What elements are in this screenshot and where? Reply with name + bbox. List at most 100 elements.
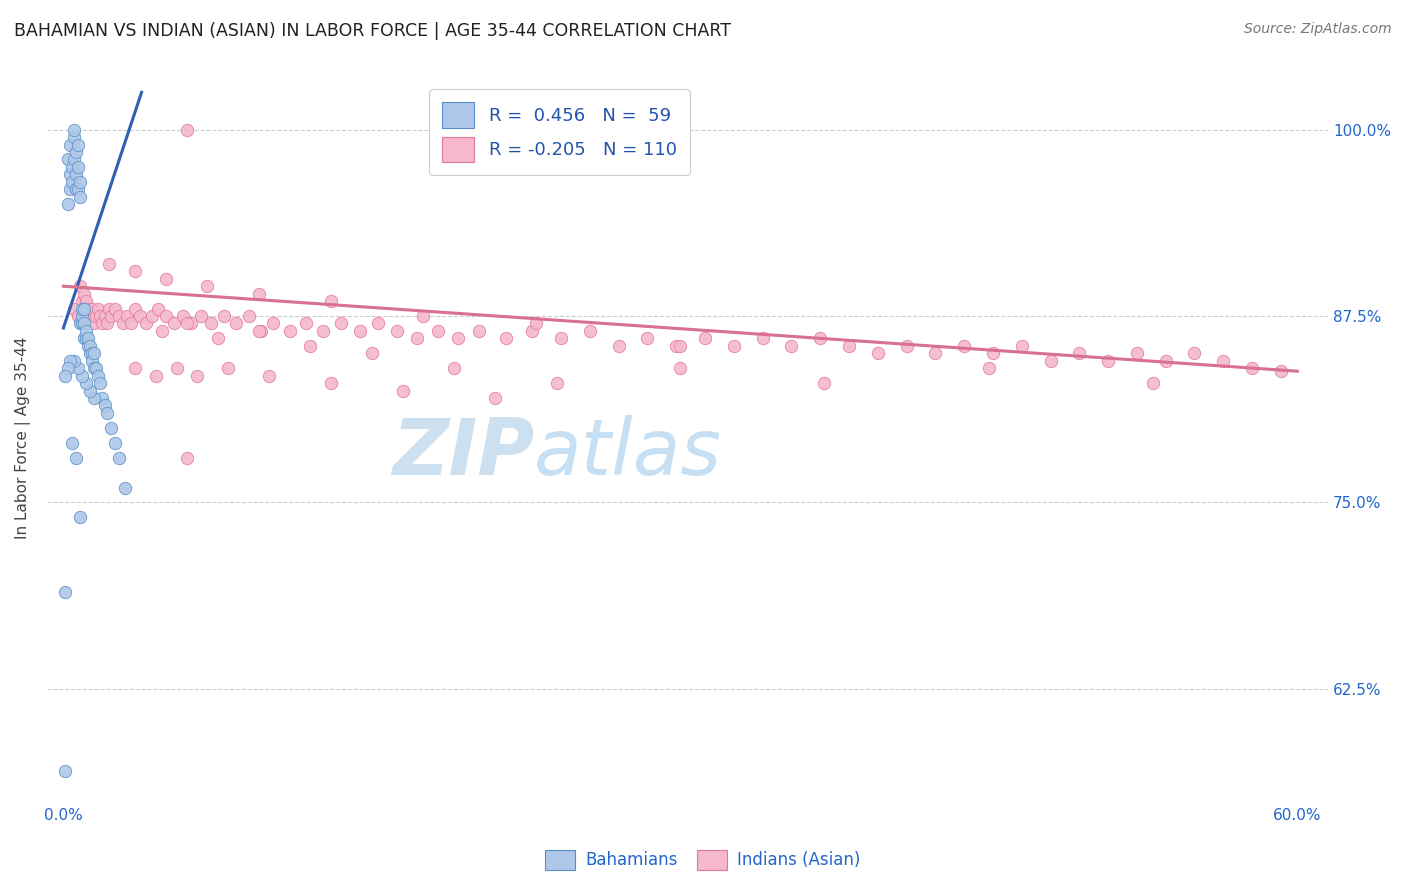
Point xyxy=(65,145,87,159)
Point xyxy=(73,301,96,316)
Point xyxy=(172,309,194,323)
Point xyxy=(108,450,131,465)
Point xyxy=(155,309,177,323)
Point xyxy=(247,324,270,338)
Point xyxy=(56,361,79,376)
Point xyxy=(200,317,222,331)
Point xyxy=(319,376,342,391)
Point xyxy=(468,324,491,338)
Point xyxy=(75,294,97,309)
Point xyxy=(75,331,97,345)
Point xyxy=(150,324,173,338)
Point xyxy=(82,301,104,316)
Point xyxy=(70,317,93,331)
Point xyxy=(69,279,91,293)
Point xyxy=(579,324,602,338)
Point xyxy=(262,317,284,331)
Point xyxy=(93,399,115,413)
Point xyxy=(87,301,110,316)
Point xyxy=(82,346,104,360)
Point xyxy=(665,339,688,353)
Point xyxy=(212,309,235,323)
Point xyxy=(526,317,548,331)
Point xyxy=(391,384,413,398)
Point xyxy=(1154,353,1177,368)
Point xyxy=(79,384,101,398)
Point xyxy=(62,353,84,368)
Point xyxy=(58,167,80,181)
Point xyxy=(607,339,630,353)
Point xyxy=(238,309,260,323)
Point xyxy=(693,331,716,345)
Point xyxy=(77,339,100,353)
Point xyxy=(77,301,100,316)
Point xyxy=(299,339,322,353)
Point xyxy=(257,368,280,383)
Point xyxy=(166,361,188,376)
Point xyxy=(146,301,169,316)
Point xyxy=(79,339,101,353)
Point xyxy=(319,294,342,309)
Point xyxy=(1142,376,1164,391)
Point xyxy=(751,331,773,345)
Point xyxy=(62,153,84,167)
Y-axis label: In Labor Force | Age 35-44: In Labor Force | Age 35-44 xyxy=(15,337,31,540)
Point xyxy=(96,317,118,331)
Point xyxy=(124,361,146,376)
Point xyxy=(60,175,83,189)
Text: atlas: atlas xyxy=(534,415,721,491)
Point xyxy=(69,510,91,524)
Point xyxy=(55,368,77,383)
Point xyxy=(69,190,91,204)
Point xyxy=(65,182,87,196)
Point xyxy=(636,331,658,345)
Point xyxy=(75,324,97,338)
Legend: Bahamians, Indians (Asian): Bahamians, Indians (Asian) xyxy=(538,843,868,877)
Point xyxy=(190,309,212,323)
Point xyxy=(1011,339,1033,353)
Point xyxy=(83,391,105,405)
Point xyxy=(70,368,93,383)
Point xyxy=(484,391,506,405)
Point xyxy=(669,339,692,353)
Point xyxy=(104,301,127,316)
Point xyxy=(176,317,198,331)
Point xyxy=(145,368,167,383)
Point xyxy=(70,294,93,309)
Point xyxy=(97,301,120,316)
Point xyxy=(58,182,80,196)
Point xyxy=(426,324,449,338)
Text: ZIP: ZIP xyxy=(391,415,534,491)
Point xyxy=(70,309,93,323)
Point xyxy=(91,317,114,331)
Point xyxy=(73,286,96,301)
Point xyxy=(120,317,142,331)
Point xyxy=(669,361,692,376)
Point xyxy=(780,339,803,353)
Point xyxy=(924,346,946,360)
Point xyxy=(550,331,572,345)
Point xyxy=(1126,346,1149,360)
Point xyxy=(217,361,239,376)
Point xyxy=(97,257,120,271)
Point xyxy=(866,346,889,360)
Legend: R =  0.456   N =  59, R = -0.205   N = 110: R = 0.456 N = 59, R = -0.205 N = 110 xyxy=(429,89,689,175)
Point xyxy=(385,324,408,338)
Point xyxy=(896,339,918,353)
Point xyxy=(114,481,136,495)
Point xyxy=(58,137,80,152)
Point xyxy=(250,324,273,338)
Point xyxy=(87,368,110,383)
Point xyxy=(62,130,84,145)
Point xyxy=(367,317,389,331)
Point xyxy=(406,331,429,345)
Point xyxy=(176,450,198,465)
Text: Source: ZipAtlas.com: Source: ZipAtlas.com xyxy=(1244,22,1392,37)
Point xyxy=(443,361,465,376)
Point xyxy=(60,435,83,450)
Point xyxy=(330,317,353,331)
Point xyxy=(723,339,745,353)
Point xyxy=(447,331,470,345)
Point xyxy=(115,309,138,323)
Text: BAHAMIAN VS INDIAN (ASIAN) IN LABOR FORCE | AGE 35-44 CORRELATION CHART: BAHAMIAN VS INDIAN (ASIAN) IN LABOR FORC… xyxy=(14,22,731,40)
